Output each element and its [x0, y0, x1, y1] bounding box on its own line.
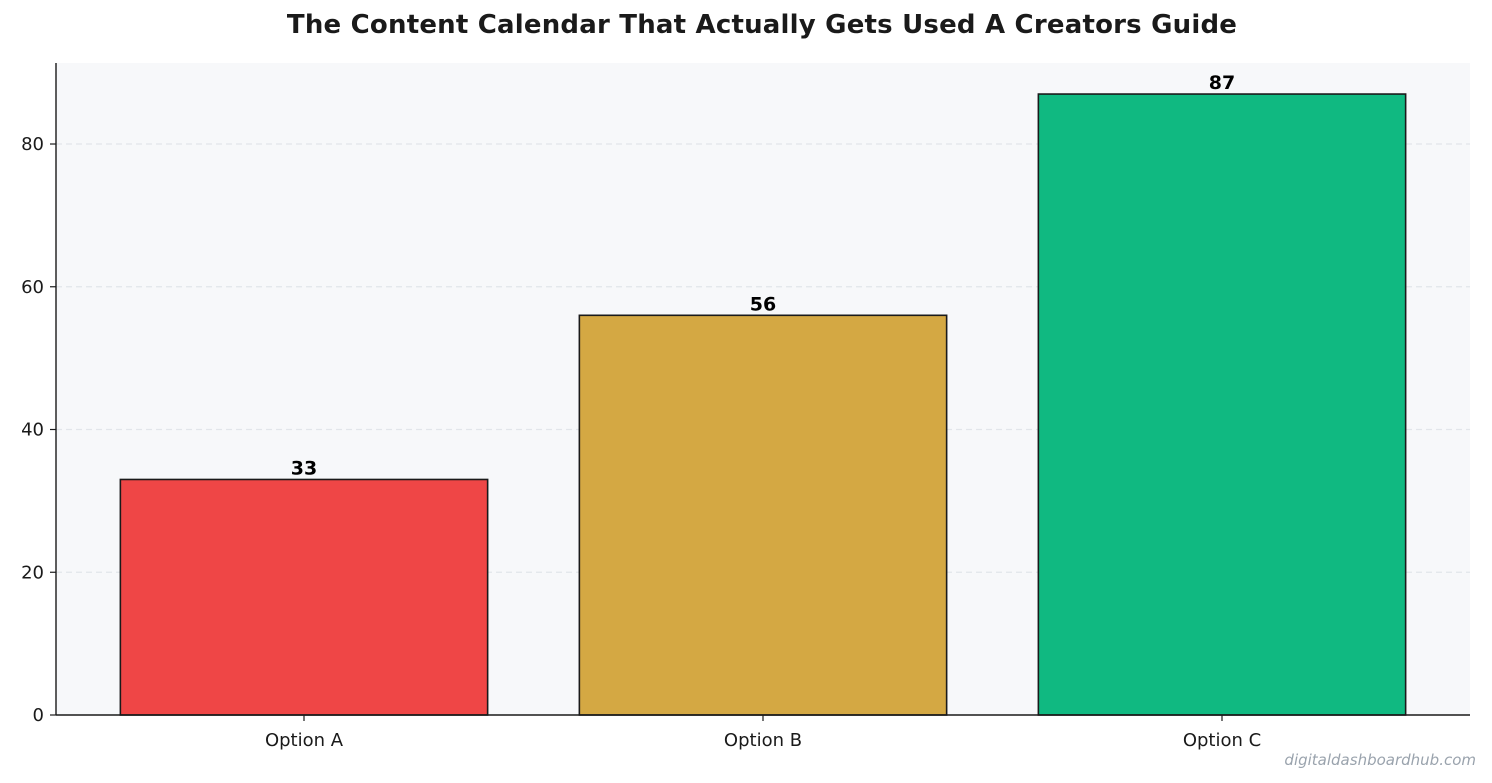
x-tick-label-option-c: Option C: [1183, 730, 1261, 751]
bar-option-c: [1037, 93, 1407, 716]
chart-title: The Content Calendar That Actually Gets …: [286, 10, 1238, 40]
y-tick-label-40: 40: [21, 420, 44, 441]
axes: 0 20 40 60 80 Option A Option B Option C: [21, 63, 1470, 751]
value-label-option-a: 33: [291, 457, 317, 479]
x-tick-label-option-a: Option A: [265, 730, 344, 751]
bars: [119, 93, 1407, 716]
y-tick-label-0: 0: [33, 705, 44, 726]
x-tick-label-option-b: Option B: [724, 730, 802, 751]
y-tick-label-20: 20: [21, 562, 44, 583]
value-labels: 33 56 87: [291, 72, 1235, 479]
watermark-text: digitaldashboardhub.com: [1284, 751, 1476, 769]
bar-option-a: [119, 478, 489, 716]
y-tick-label-80: 80: [21, 134, 44, 155]
value-label-option-c: 87: [1209, 72, 1235, 94]
value-label-option-b: 56: [750, 293, 776, 315]
bar-option-b: [578, 314, 948, 716]
y-tick-label-60: 60: [21, 277, 44, 298]
